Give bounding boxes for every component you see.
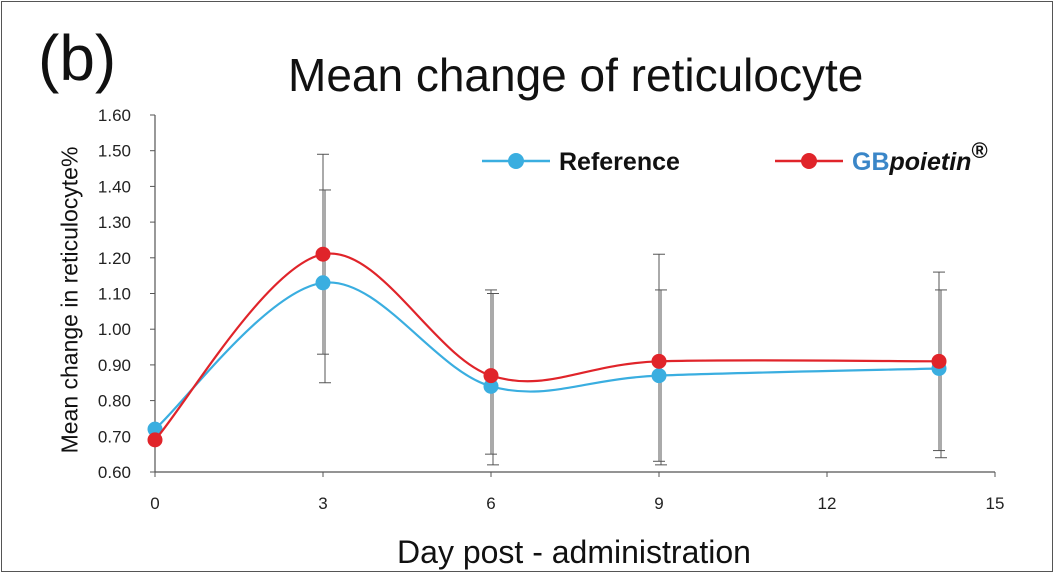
gbpoietin-point	[651, 353, 667, 369]
gbpoietin-point	[931, 353, 947, 369]
y-tick-label: 0.60	[98, 463, 131, 482]
reference-point	[315, 275, 331, 291]
y-tick-label: 1.60	[98, 106, 131, 125]
x-tick-label: 9	[654, 494, 663, 513]
gbpoietin-point	[483, 368, 499, 384]
x-tick-label: 0	[150, 494, 159, 513]
legend-label-gbpoietin: GBpoietin®	[852, 138, 988, 176]
legend-marker	[508, 153, 524, 169]
panel-label: (b)	[38, 22, 117, 94]
series-line-gbpoietin	[154, 252, 940, 441]
y-tick-label: 1.30	[98, 213, 131, 232]
x-tick-label: 15	[986, 494, 1005, 513]
y-tick-label: 1.50	[98, 142, 131, 161]
y-tick-label: 0.70	[98, 427, 131, 446]
x-tick-label: 3	[318, 494, 327, 513]
legend-label-reference: Reference	[559, 148, 680, 176]
x-tick-label: 12	[818, 494, 837, 513]
series-line-reference	[154, 281, 940, 430]
chart-title: Mean change of reticulocyte	[288, 49, 864, 101]
reference-point	[483, 378, 499, 394]
y-tick-label: 1.00	[98, 320, 131, 339]
gbpoietin-point	[315, 246, 331, 262]
y-tick-label: 0.90	[98, 356, 131, 375]
y-tick-label: 1.10	[98, 285, 131, 304]
reference-point	[147, 421, 163, 437]
x-tick-label: 6	[486, 494, 495, 513]
y-tick-label: 1.40	[98, 177, 131, 196]
x-axis-label: Day post - administration	[397, 534, 751, 570]
gbpoietin-point	[147, 432, 163, 448]
y-tick-label: 0.80	[98, 392, 131, 411]
y-tick-label: 1.20	[98, 249, 131, 268]
legend-marker	[801, 153, 817, 169]
reference-point	[651, 368, 667, 384]
